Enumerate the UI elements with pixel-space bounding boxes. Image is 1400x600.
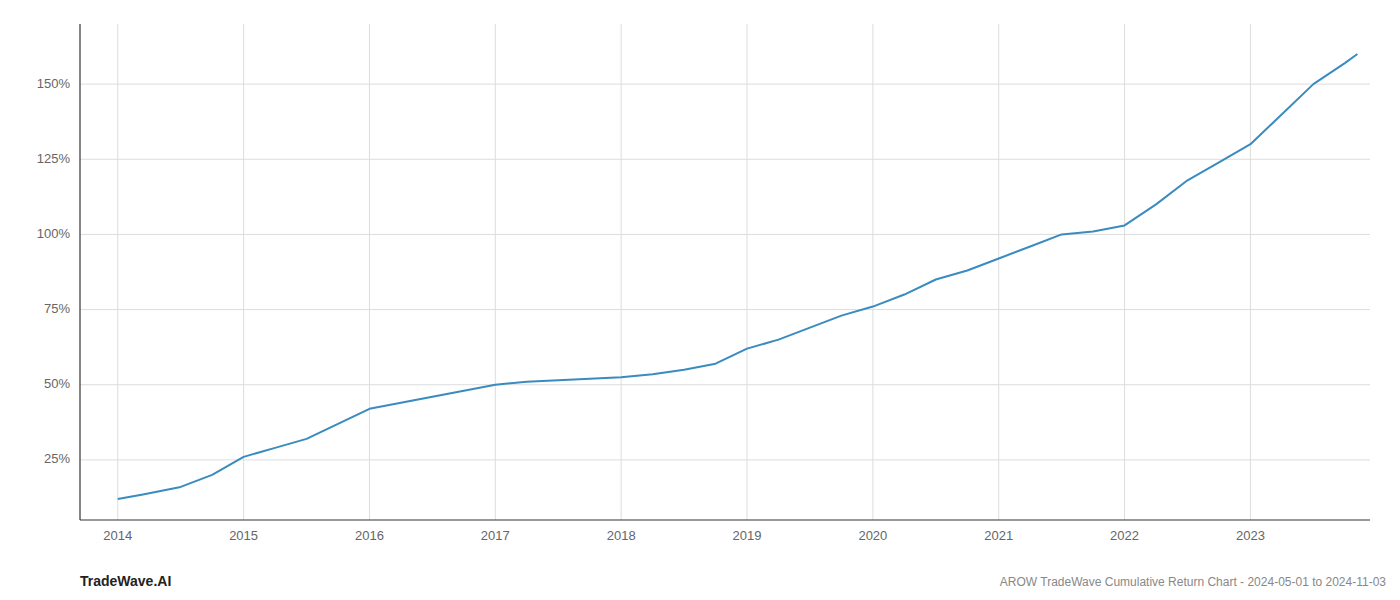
x-grid-line: [998, 24, 999, 520]
x-tick-label: 2017: [481, 528, 510, 543]
x-grid-line: [117, 24, 118, 520]
y-grid-line: [80, 159, 1370, 160]
x-tick-label: 2018: [607, 528, 636, 543]
y-grid-line: [80, 234, 1370, 235]
annotation: TradeWave.AI: [80, 573, 171, 589]
x-tick-label: 2016: [355, 528, 384, 543]
y-tick-label: 50%: [44, 376, 70, 391]
x-tick-label: 2023: [1236, 528, 1265, 543]
y-grid-line: [80, 459, 1370, 460]
y-tick-label: 125%: [37, 151, 71, 166]
x-tick-label: 2015: [229, 528, 258, 543]
y-tick-label: 100%: [37, 226, 71, 241]
y-grid-line: [80, 309, 1370, 310]
y-grid-line: [80, 384, 1370, 385]
y-grid-line: [80, 84, 1370, 85]
tick-labels: 25% 50% 75% 100% 125% 150% 2014 2015 2016 2017 201…: [37, 76, 1265, 543]
y-tick-label: 150%: [37, 76, 71, 91]
x-grid-line: [1250, 24, 1251, 520]
y-tick-label: 25%: [44, 451, 70, 466]
y-axis-line: [79, 24, 80, 520]
line: [118, 54, 1358, 499]
x-grid-line: [621, 24, 622, 520]
grid: [80, 24, 1370, 520]
y-tick-label: 75%: [44, 301, 70, 316]
x-grid-line: [243, 24, 244, 520]
x-grid-line: [495, 24, 496, 520]
plot-area: [118, 54, 1358, 499]
x-tick-label: 2021: [984, 528, 1013, 543]
x-tick-label: 2014: [103, 528, 132, 543]
x-grid-line: [872, 24, 873, 520]
x-grid-line: [1124, 24, 1125, 520]
x-grid-line: [747, 24, 748, 520]
x-tick-label: 2019: [733, 528, 762, 543]
chart: 25% 50% 75% 100% 125% 150% 2014 2015 2016 2017 201…: [0, 0, 1400, 600]
annotation: AROW TradeWave Cumulative Return Chart -…: [1000, 575, 1387, 589]
x-tick-label: 2022: [1110, 528, 1139, 543]
x-axis-line: [80, 519, 1370, 520]
x-grid-line: [369, 24, 370, 520]
x-tick-label: 2020: [858, 528, 887, 543]
